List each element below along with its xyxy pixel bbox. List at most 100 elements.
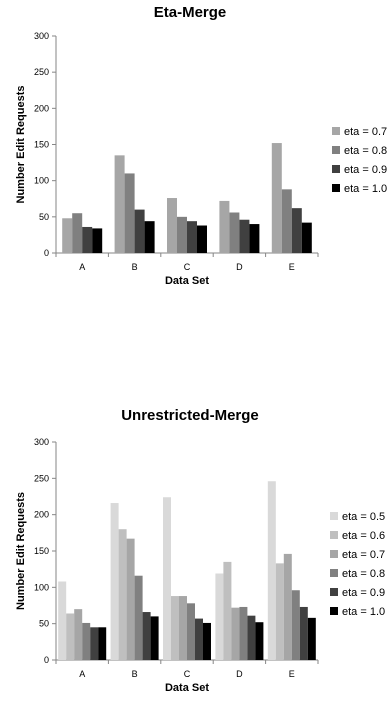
x-tick-label: D <box>236 262 243 272</box>
x-axis-title: Data Set <box>165 275 209 287</box>
legend-label: eta = 0.8 <box>342 568 385 580</box>
bar-c-series-1 <box>163 497 171 660</box>
bar-d-series-4 <box>249 224 260 253</box>
bar-e-series-1 <box>271 143 282 253</box>
bar-e-series-4 <box>291 590 300 660</box>
legend-swatch <box>330 512 338 520</box>
y-tick-label: 200 <box>34 510 49 520</box>
bar-d-series-3 <box>239 219 250 253</box>
y-tick-label: 50 <box>39 212 49 222</box>
x-axis-title: Data Set <box>165 682 209 694</box>
bar-a-series-2 <box>72 213 83 253</box>
bar-d-series-1 <box>219 200 230 253</box>
bar-c-series-4 <box>187 603 195 660</box>
legend-label: eta = 0.9 <box>344 164 387 176</box>
bar-d-series-6 <box>255 622 264 660</box>
x-tick-label: A <box>79 669 85 679</box>
legend-swatch <box>332 165 340 173</box>
y-tick-label: 150 <box>34 140 49 150</box>
x-tick-label: C <box>184 262 191 272</box>
chart-eta-merge: Eta-Merge 0 50 100 150 200 250 300 A B C D E Data Set… <box>0 0 391 300</box>
bar-a-series-1 <box>58 581 67 660</box>
bar-e-series-1 <box>267 481 276 660</box>
legend-swatch <box>330 588 338 596</box>
bar-d-series-2 <box>229 212 240 253</box>
bar-c-series-3 <box>179 596 187 660</box>
legend-label: eta = 0.5 <box>342 511 385 523</box>
bar-b-series-2 <box>124 173 135 253</box>
legend-swatch <box>332 127 340 135</box>
bar-c-series-6 <box>203 622 211 660</box>
x-tick-label: E <box>289 262 295 272</box>
bar-d-series-3 <box>231 607 240 660</box>
legend-swatch <box>332 184 340 192</box>
bar-a-series-1 <box>62 218 73 253</box>
bar-c-series-3 <box>187 221 197 253</box>
bar-b-series-3 <box>134 209 145 253</box>
bar-a-series-3 <box>82 226 93 253</box>
bar-e-series-5 <box>299 606 308 660</box>
legend-label: eta = 0.8 <box>344 145 387 157</box>
bar-c-series-5 <box>195 618 203 660</box>
bar-e-series-6 <box>307 617 316 660</box>
legend-label: eta = 0.7 <box>344 126 387 138</box>
y-tick-label: 50 <box>39 619 49 629</box>
chart-title: Eta-Merge <box>154 4 227 21</box>
bar-b-series-6 <box>150 616 159 660</box>
legend-swatch <box>332 146 340 154</box>
legend-label: eta = 0.9 <box>342 587 385 599</box>
y-tick-label: 150 <box>34 546 49 556</box>
x-tick-label: A <box>79 262 85 272</box>
legend-swatch <box>330 550 338 558</box>
bar-d-series-1 <box>215 573 224 660</box>
y-tick-label: 250 <box>34 67 49 77</box>
bar-a-series-5 <box>90 627 99 660</box>
y-tick-label: 100 <box>34 176 49 186</box>
y-axis-title: Number Edit Requests <box>15 492 27 610</box>
x-tick-label: E <box>289 669 295 679</box>
y-tick-label: 300 <box>34 437 49 447</box>
bar-b-series-4 <box>134 575 143 660</box>
bar-c-series-2 <box>171 596 179 660</box>
x-tick-label: D <box>236 669 243 679</box>
bar-c-series-2 <box>177 216 187 253</box>
bar-a-series-4 <box>92 228 103 253</box>
bar-e-series-3 <box>283 553 292 660</box>
x-tick-label: B <box>132 262 138 272</box>
legend-label: eta = 1.0 <box>342 606 385 618</box>
bar-a-series-3 <box>74 609 83 660</box>
y-tick-label: 250 <box>34 473 49 483</box>
bar-d-series-4 <box>239 606 248 660</box>
bar-b-series-5 <box>142 612 151 660</box>
legend-label: eta = 0.7 <box>342 549 385 561</box>
legend-swatch <box>330 531 338 539</box>
legend-swatch <box>330 607 338 615</box>
y-tick-label: 0 <box>44 248 49 258</box>
y-tick-label: 200 <box>34 103 49 113</box>
chart-title: Unrestricted-Merge <box>121 407 259 424</box>
x-tick-label: B <box>132 669 138 679</box>
y-axis-title: Number Edit Requests <box>15 86 27 204</box>
bar-a-series-6 <box>98 627 107 660</box>
bar-a-series-4 <box>82 622 91 660</box>
bar-d-series-5 <box>247 615 256 660</box>
y-tick-label: 300 <box>34 31 49 41</box>
bar-d-series-2 <box>223 561 232 660</box>
legend-label: eta = 1.0 <box>344 183 387 195</box>
bar-a-series-2 <box>66 613 75 660</box>
bar-b-series-4 <box>144 221 155 253</box>
legend-swatch <box>330 569 338 577</box>
bar-b-series-1 <box>114 155 125 253</box>
bar-c-series-4 <box>197 225 207 253</box>
bar-b-series-1 <box>110 503 119 660</box>
legend-label: eta = 0.6 <box>342 530 385 542</box>
y-tick-label: 100 <box>34 582 49 592</box>
bar-e-series-2 <box>281 189 292 253</box>
chart-unrestricted-merge: Unrestricted-Merge 0 50 100 150 200 250 300 A B C D… <box>0 405 391 702</box>
bar-c-series-1 <box>167 198 177 253</box>
y-tick-label: 0 <box>44 655 49 665</box>
bar-b-series-2 <box>118 529 127 660</box>
bar-b-series-3 <box>126 538 135 660</box>
bar-e-series-4 <box>301 222 312 253</box>
